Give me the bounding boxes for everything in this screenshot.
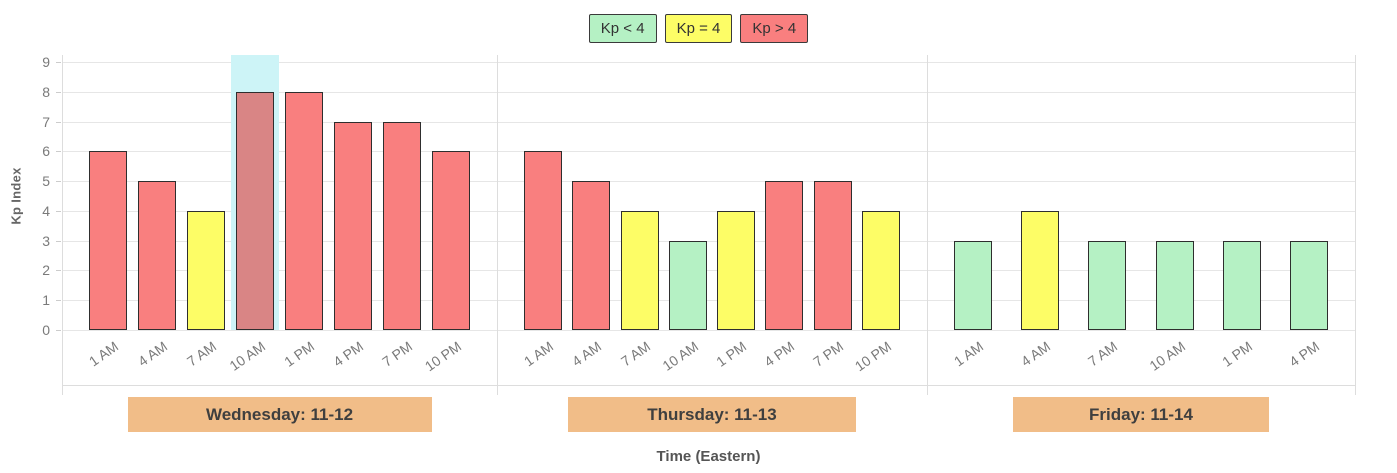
kp-bar[interactable] — [1021, 210, 1060, 330]
gridline — [62, 181, 1355, 183]
day-banner: Friday: 11-14 — [1013, 397, 1269, 432]
y-tick-label: 2 — [42, 262, 50, 279]
kp-bar[interactable] — [383, 121, 421, 330]
panel-separator — [497, 55, 498, 395]
panel-separator — [1355, 55, 1356, 395]
kp-bar[interactable] — [813, 181, 852, 330]
gridline — [62, 270, 1355, 272]
y-tick-mark — [56, 210, 61, 212]
chart-legend: Kp < 4 Kp = 4 Kp > 4 — [0, 14, 1397, 43]
y-tick-mark — [56, 240, 61, 242]
y-tick-label: 7 — [42, 113, 50, 130]
y-tick-label: 8 — [42, 83, 50, 100]
y-tick-mark — [56, 151, 61, 153]
y-tick-mark — [56, 270, 61, 272]
y-tick-mark — [56, 181, 61, 183]
y-tick-mark — [56, 62, 61, 63]
legend-item-kp-equal-4[interactable]: Kp = 4 — [664, 14, 733, 43]
y-tick-mark — [56, 300, 61, 302]
legend-item-kp-below-4[interactable]: Kp < 4 — [588, 14, 657, 43]
kp-bar[interactable] — [524, 151, 562, 330]
kp-bar[interactable] — [89, 151, 127, 330]
day-banner: Thursday: 11-13 — [568, 397, 856, 432]
y-tick-label: 1 — [42, 292, 50, 309]
kp-bar[interactable] — [236, 91, 274, 330]
y-tick-label: 4 — [42, 202, 50, 219]
gridline — [62, 62, 1355, 63]
y-tick-label: 9 — [42, 54, 50, 70]
y-tick-mark — [56, 121, 61, 123]
kp-bar[interactable] — [285, 91, 323, 330]
kp-bar[interactable] — [717, 210, 756, 330]
y-tick-mark — [56, 330, 61, 331]
kp-bar[interactable] — [334, 121, 372, 330]
kp-bar[interactable] — [1290, 240, 1328, 330]
kp-bar[interactable] — [954, 240, 992, 330]
y-tick-mark — [56, 91, 61, 93]
gridline — [62, 121, 1355, 123]
kp-bar[interactable] — [138, 181, 176, 330]
y-tick-label: 0 — [42, 322, 50, 338]
kp-bar[interactable] — [1155, 240, 1194, 330]
gridline — [62, 91, 1355, 93]
gridline — [62, 330, 1355, 331]
kp-bar[interactable] — [765, 181, 804, 330]
kp-bar[interactable] — [1222, 240, 1261, 330]
gridline — [62, 240, 1355, 242]
panel-separator — [62, 55, 63, 395]
gridline — [62, 300, 1355, 302]
y-tick-label: 6 — [42, 143, 50, 160]
kp-bar[interactable] — [668, 240, 707, 330]
day-banner: Wednesday: 11-12 — [127, 397, 432, 432]
y-tick-label: 3 — [42, 232, 50, 249]
kp-bar[interactable] — [432, 151, 470, 330]
x-axis-title: Time (Eastern) — [656, 448, 761, 465]
kp-bar[interactable] — [572, 181, 611, 330]
y-tick-label: 5 — [42, 173, 50, 190]
kp-bar[interactable] — [620, 210, 659, 330]
gridline — [62, 151, 1355, 153]
kp-bar[interactable] — [187, 210, 225, 330]
legend-item-kp-above-4[interactable]: Kp > 4 — [740, 14, 809, 43]
panel-separator — [927, 55, 928, 395]
kp-bar[interactable] — [1088, 240, 1127, 330]
kp-bar[interactable] — [862, 210, 900, 330]
axis-bottom-rule — [62, 385, 1355, 386]
gridline — [62, 210, 1355, 212]
